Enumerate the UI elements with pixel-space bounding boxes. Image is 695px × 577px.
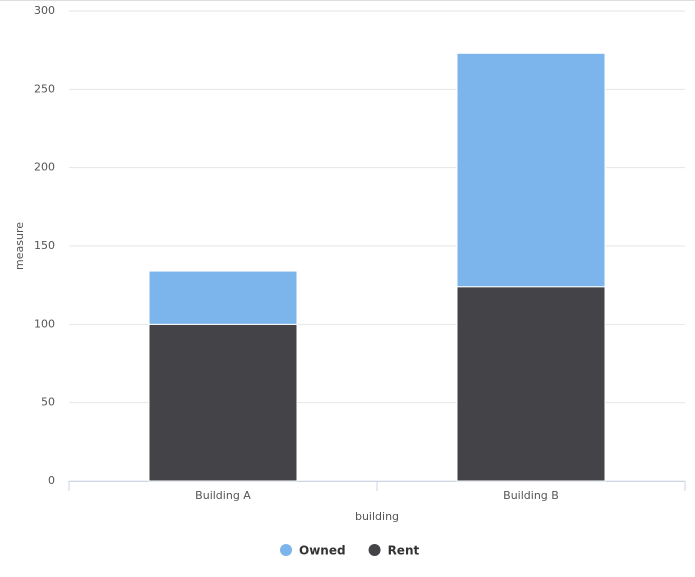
legend-text: Owned: [299, 544, 346, 558]
legend-text: Rent: [388, 544, 420, 558]
y-axis-title: measure: [13, 222, 26, 270]
x-tick-label: Building A: [195, 489, 251, 502]
y-tick-label: 200: [34, 161, 55, 174]
x-tick-label: Building B: [503, 489, 559, 502]
bar-segment: [456, 286, 606, 482]
x-axis-title: building: [355, 510, 399, 523]
y-tick-label: 0: [48, 474, 55, 487]
bar-segment: [148, 323, 298, 482]
y-tick-label: 150: [34, 239, 55, 252]
y-tick-label: 50: [41, 396, 55, 409]
y-tick-label: 100: [34, 317, 55, 330]
legend-marker: [280, 544, 292, 556]
bar-segment: [148, 270, 298, 325]
bar-segment: [456, 52, 606, 288]
y-tick-label: 250: [34, 82, 55, 95]
y-tick-label: 300: [34, 4, 55, 17]
legend-marker: [368, 544, 381, 556]
